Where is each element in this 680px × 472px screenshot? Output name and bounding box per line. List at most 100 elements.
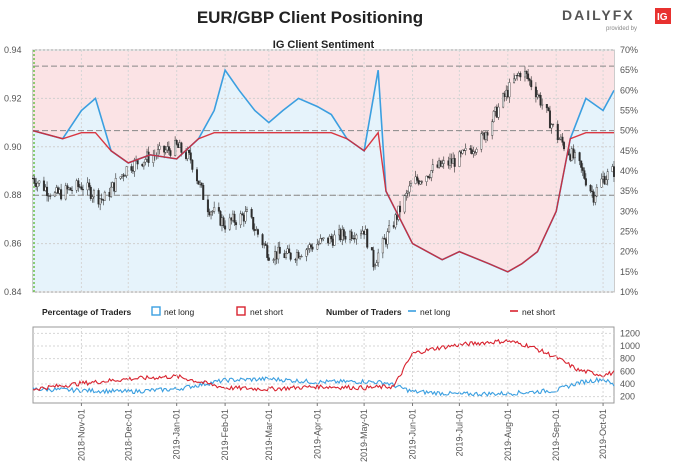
pct-tick-label: 35%: [620, 186, 638, 196]
pct-tick-label: 60%: [620, 85, 638, 95]
candle-body: [199, 182, 202, 185]
candle-body: [383, 238, 386, 240]
candle-body: [405, 193, 408, 196]
candle-body: [331, 238, 334, 246]
candle-body: [317, 242, 320, 245]
candle-body: [584, 178, 587, 186]
candle-body: [130, 166, 133, 171]
candle-body: [409, 183, 412, 187]
candle-body: [580, 160, 583, 168]
candle-body: [527, 73, 530, 80]
candle-body: [539, 95, 542, 106]
candle-body: [486, 132, 489, 136]
candle-body: [239, 213, 242, 226]
count-tick-label: 800: [620, 354, 635, 364]
candle-body: [256, 229, 259, 235]
main-panel-title: IG Client Sentiment: [273, 39, 375, 51]
candle-body: [428, 177, 431, 179]
candle-body: [350, 231, 353, 239]
candle-body: [274, 251, 277, 260]
candle-body: [211, 211, 214, 213]
candle-body: [275, 251, 278, 260]
date-tick-label: 2019-Sep-01: [551, 409, 561, 461]
candle-body: [502, 93, 505, 108]
candle-body: [583, 170, 586, 179]
candle-body: [56, 187, 59, 194]
candle-body: [556, 123, 559, 141]
candle-body: [224, 225, 227, 230]
candle-body: [359, 233, 362, 236]
candle-body: [156, 149, 159, 156]
pct-tick-label: 45%: [620, 146, 638, 156]
candle-body: [306, 248, 309, 251]
candle-body: [113, 182, 116, 192]
candle-body: [283, 253, 286, 258]
candle-body: [124, 175, 127, 177]
candle-body: [327, 237, 330, 244]
candle-body: [463, 149, 466, 151]
candle-body: [600, 178, 603, 188]
candle-body: [180, 142, 183, 153]
candle-body: [305, 249, 308, 257]
candle-body: [570, 148, 573, 161]
candle-body: [119, 176, 122, 179]
candle-body: [177, 144, 180, 148]
candle-body: [491, 121, 494, 136]
candle-body: [508, 82, 511, 98]
candle-body: [277, 246, 280, 260]
candle-body: [430, 170, 433, 178]
candle-body: [563, 142, 566, 150]
candle-body: [53, 192, 56, 197]
candle-body: [370, 247, 373, 251]
candle-body: [217, 207, 220, 212]
candle-body: [516, 75, 519, 77]
count-tick-label: 200: [620, 392, 635, 402]
candle-body: [578, 152, 581, 162]
candle-body: [494, 106, 497, 112]
candle-body: [497, 106, 500, 118]
candle-body: [517, 72, 520, 76]
candle-body: [536, 94, 539, 98]
candle-body: [581, 167, 584, 171]
candle-body: [202, 185, 205, 200]
count-tick-label: 400: [620, 379, 635, 389]
candle-body: [519, 72, 522, 78]
candle-body: [399, 205, 402, 213]
candle-body: [403, 195, 406, 213]
date-tick-label: 2019-Jun-01: [408, 409, 418, 460]
logo-badge-icon: [655, 8, 671, 24]
candle-body: [505, 89, 508, 97]
candle-body: [311, 246, 314, 250]
candle-body: [300, 256, 303, 258]
candle-body: [175, 140, 178, 145]
candle-body: [349, 231, 352, 240]
date-tick-label: 2019-May-01: [359, 409, 369, 462]
candle-body: [235, 222, 238, 226]
candle-body: [438, 160, 441, 168]
candle-body: [572, 148, 575, 159]
legend-num-long-label: net long: [420, 307, 451, 317]
candle-body: [36, 182, 39, 187]
candle-body: [71, 190, 74, 192]
candle-body: [427, 175, 430, 178]
candle-body: [103, 191, 106, 201]
candle-body: [245, 209, 248, 212]
candle-body: [342, 229, 345, 237]
candle-body: [267, 257, 270, 261]
candle-body: [289, 252, 292, 260]
candle-body: [338, 229, 341, 236]
candle-body: [330, 235, 333, 240]
candle-body: [611, 166, 614, 172]
candle-body: [469, 148, 472, 150]
candle-body: [244, 211, 247, 222]
candle-body: [484, 132, 487, 140]
candle-body: [191, 159, 194, 170]
candle-body: [125, 166, 128, 176]
candle-body: [459, 151, 462, 154]
candle-body: [530, 80, 533, 88]
price-tick-label: 0.94: [4, 45, 22, 55]
candle-body: [341, 229, 344, 241]
candle-body: [81, 189, 84, 191]
candle-body: [605, 179, 608, 185]
